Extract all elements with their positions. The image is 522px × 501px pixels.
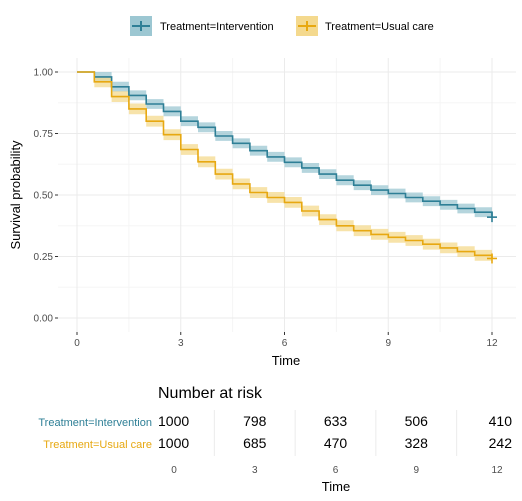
risk-count: 328	[405, 435, 429, 451]
ci-band-usual-care	[77, 72, 492, 264]
risk-table-title: Number at risk	[158, 385, 263, 402]
risk-count: 633	[324, 413, 348, 429]
risk-time-tick-label: 3	[252, 465, 258, 476]
y-tick-label: 0.25	[34, 252, 54, 263]
risk-table-time-ticks: 0 3 6 9 12	[171, 465, 503, 476]
x-tick-label: 9	[385, 338, 391, 349]
y-tick-label: 0.00	[34, 314, 54, 325]
risk-count: 798	[243, 413, 267, 429]
y-axis-ticks: 0.00 0.25 0.50 0.75 1.00	[34, 68, 58, 325]
x-tick-label: 12	[486, 338, 498, 349]
risk-count: 410	[489, 413, 513, 429]
risk-count: 506	[405, 413, 429, 429]
survival-curve-usual-care	[77, 71, 493, 259]
x-tick-label: 3	[178, 338, 184, 349]
risk-count: 1000	[158, 413, 189, 429]
x-tick-label: 0	[74, 338, 80, 349]
survival-curve-intervention	[77, 71, 493, 218]
risk-count: 1000	[158, 435, 189, 451]
x-axis-ticks: 0 3 6 9 12	[74, 332, 498, 349]
risk-time-tick-label: 12	[491, 465, 503, 476]
legend-label-intervention: Treatment=Intervention	[160, 21, 274, 33]
risk-time-tick-label: 9	[413, 465, 419, 476]
risk-time-tick-label: 6	[333, 465, 339, 476]
risk-row-label-intervention: Treatment=Intervention	[38, 417, 152, 429]
y-tick-label: 1.00	[34, 68, 54, 79]
ci-band-intervention	[77, 72, 492, 223]
risk-time-tick-label: 0	[171, 465, 177, 476]
risk-table-x-title: Time	[322, 479, 350, 494]
risk-count: 470	[324, 435, 348, 451]
legend: Treatment=Intervention Treatment=Usual c…	[130, 16, 434, 36]
x-tick-label: 6	[282, 338, 288, 349]
risk-table-rows: Treatment=Intervention 1000 798 633 506 410 Tr…	[38, 413, 512, 451]
legend-label-usual-care: Treatment=Usual care	[325, 21, 434, 33]
y-tick-label: 0.50	[34, 191, 54, 202]
plot-panel	[58, 58, 516, 332]
risk-table-grid	[213, 410, 458, 456]
risk-count: 685	[243, 435, 267, 451]
x-axis-title: Time	[272, 353, 300, 368]
y-axis-title: Survival probability	[8, 140, 23, 250]
y-tick-label: 0.75	[34, 129, 54, 140]
risk-count: 242	[489, 435, 513, 451]
risk-row-label-usual-care: Treatment=Usual care	[43, 439, 152, 451]
